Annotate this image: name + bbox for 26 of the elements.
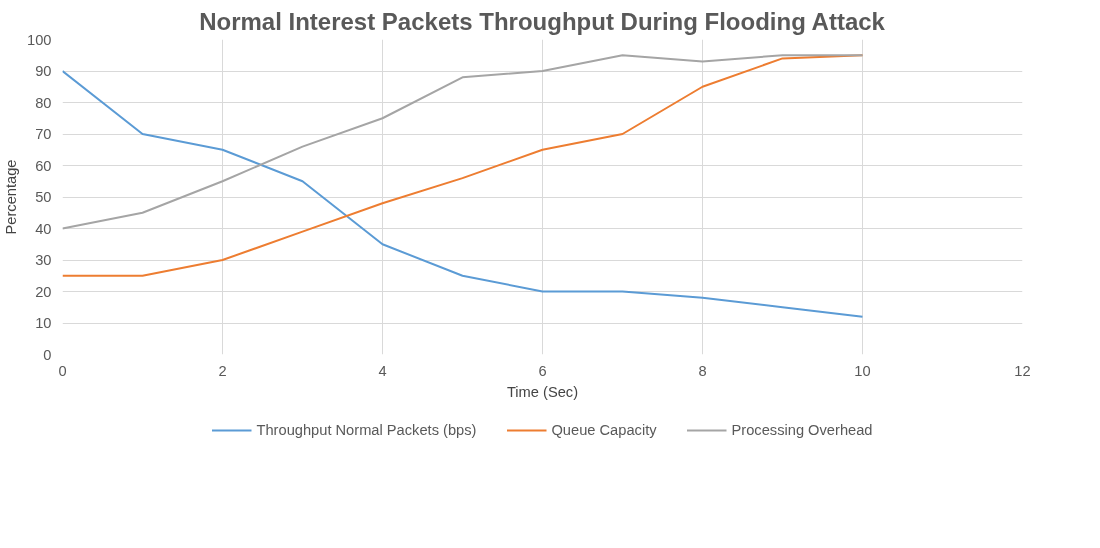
y-tick-label: 30 — [35, 252, 52, 268]
line-series — [62, 70, 864, 318]
y-axis-title: Percentage — [3, 159, 20, 235]
y-tick-label: 40 — [35, 220, 52, 237]
legend-label: Queue Capacity — [551, 421, 657, 438]
x-tick-label: 4 — [378, 362, 387, 379]
x-tick-label: 2 — [218, 362, 227, 379]
legend-label: Processing Overhead — [731, 421, 873, 438]
line-series — [62, 54, 864, 230]
chart-title: Normal Interest Packets Throughput During Flooding Attack — [199, 7, 886, 35]
y-tick-label: 80 — [35, 94, 52, 111]
x-tick-label: 10 — [854, 362, 871, 379]
x-tick-label: 8 — [698, 362, 707, 379]
y-tick-label: 90 — [35, 63, 52, 79]
y-tick-label: 50 — [35, 189, 52, 205]
x-tick-label: 0 — [58, 362, 67, 379]
y-tick-label: 0 — [43, 346, 52, 363]
y-tick-label: 100 — [27, 31, 52, 48]
y-tick-label: 10 — [35, 315, 52, 331]
x-axis-title: Time (Sec) — [506, 383, 579, 400]
y-tick-label: 20 — [35, 283, 52, 300]
x-tick-label: 6 — [538, 362, 547, 379]
y-tick-label: 70 — [35, 126, 52, 142]
legend-label: Throughput Normal Packets (bps) — [256, 421, 477, 438]
x-tick-label: 12 — [1014, 362, 1031, 379]
y-tick-label: 60 — [35, 157, 52, 174]
